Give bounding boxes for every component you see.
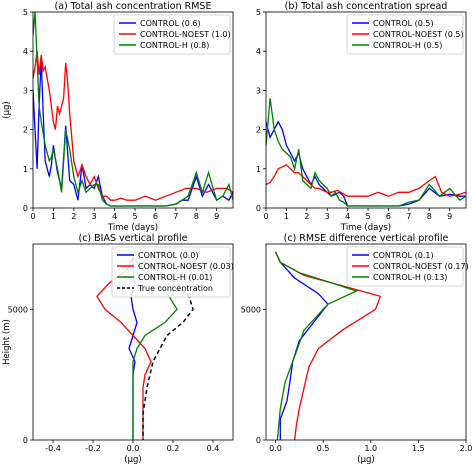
x-tick-label: 3 <box>325 212 330 221</box>
x-tick-label: 1.5 <box>412 444 425 453</box>
axes-frame <box>265 11 467 209</box>
x-axis-label: Time (days) <box>340 223 391 233</box>
y-tick-label: 5000 <box>241 305 261 314</box>
panel-title: (a) Total ash concentration RMSE <box>55 1 212 12</box>
x-tick-label: 4 <box>345 212 350 221</box>
y-axis-label: (μg) <box>2 101 12 118</box>
legend-box <box>346 246 464 287</box>
y-tick-label: 2 <box>256 126 261 135</box>
axes-frame <box>265 243 467 441</box>
x-tick-label: 1 <box>284 212 289 221</box>
legend-entry: CONTROL-NOEST (0.17) <box>373 262 469 271</box>
legend-box <box>113 14 231 55</box>
legend-entry: CONTROL-H (0.01) <box>138 273 212 282</box>
legend-box <box>111 246 231 298</box>
panel-a: 0 1 2 3 4 5 6 7 8 9 0 1 2 3 4 5 (a) Total ash concentrat… <box>2 1 234 233</box>
legend-entry: CONTROL (0.6) <box>140 19 201 28</box>
x-tick-label: 8 <box>194 212 199 221</box>
axes-frame <box>32 11 234 209</box>
series-line-control-h-0-5 <box>266 98 466 207</box>
legend-box <box>346 14 464 55</box>
y-tick-label: 4 <box>256 47 261 56</box>
y-tick-label: 5 <box>23 8 28 17</box>
x-tick-label: -0.2 <box>85 444 101 453</box>
y-tick-label: 3 <box>256 86 261 95</box>
x-tick-label: 9 <box>447 212 452 221</box>
x-tick-label: 6 <box>386 212 391 221</box>
x-tick-label: 0.0 <box>127 444 140 453</box>
x-tick-label: 2 <box>71 212 76 221</box>
x-tick-label: 0 <box>263 212 268 221</box>
y-tick-label: 2 <box>23 126 28 135</box>
x-axis-label: Time (days) <box>107 223 158 233</box>
legend-entry: CONTROL (0.5) <box>373 19 434 28</box>
series-line-control-noest-0-17 <box>274 251 382 440</box>
x-tick-label: 7 <box>173 212 178 221</box>
x-tick-label: 7 <box>406 212 411 221</box>
legend-entry: CONTROL-H (0.13) <box>373 273 447 282</box>
y-tick-label: 3 <box>23 86 28 95</box>
x-tick-label: 6 <box>153 212 158 221</box>
y-tick-label: 0 <box>256 204 261 213</box>
x-tick-label: 0.2 <box>167 444 180 453</box>
series-group <box>274 251 382 440</box>
panel-c: -0.4 -0.2 0.0 0.2 0.4 0 5000 (c) BIAS vertical … <box>2 233 234 465</box>
y-tick-label: 1 <box>256 165 261 174</box>
series-line-control-0-6 <box>33 58 233 207</box>
y-axis-label: Height (m) <box>2 319 12 365</box>
x-tick-label: 0.4 <box>207 444 220 453</box>
panel-b: 0 1 2 3 4 5 6 7 8 9 0 1 2 3 4 5 (b) Total ash concentrat… <box>256 1 467 233</box>
y-tick-label: 0 <box>23 436 28 445</box>
x-tick-label: 0.5 <box>317 444 330 453</box>
legend-entry: CONTROL (0.1) <box>373 251 434 260</box>
legend: CONTROL (0.0) CONTROL-NOEST (0.03) CONTROL… <box>111 246 234 298</box>
panel-title: (c) RMSE difference vertical profile <box>284 233 449 244</box>
x-tick-label: 9 <box>214 212 219 221</box>
panel-d: 0.0 0.5 1.0 1.5 2.0 0 5000 (c) RMSE difference … <box>241 233 473 465</box>
legend-entry: CONTROL-H (0.8) <box>140 41 209 50</box>
x-tick-label: -0.4 <box>45 444 61 453</box>
legend-entry: CONTROL-H (0.5) <box>373 41 442 50</box>
x-tick-label: 1.0 <box>364 444 377 453</box>
legend-entry: CONTROL-NOEST (1.0) <box>140 30 231 39</box>
series-line-control-h-0-13 <box>274 251 359 440</box>
y-tick-label: 0 <box>256 436 261 445</box>
series-group <box>266 98 466 207</box>
x-tick-label: 8 <box>427 212 432 221</box>
panel-title: (b) Total ash concentration spread <box>285 1 448 12</box>
x-tick-label: 2 <box>304 212 309 221</box>
legend-entry: CONTROL-NOEST (0.5) <box>373 30 464 39</box>
legend-entry: True concentration <box>137 284 213 293</box>
panel-title: (c) BIAS vertical profile <box>79 233 188 244</box>
legend: CONTROL (0.6) CONTROL-NOEST (1.0) CONTROL-… <box>113 14 231 55</box>
x-tick-label: 5 <box>365 212 370 221</box>
y-tick-label: 5 <box>256 8 261 17</box>
y-tick-label: 0 <box>23 204 28 213</box>
series-line-control-h-0-8 <box>33 12 233 207</box>
x-tick-label: 2.0 <box>460 444 473 453</box>
x-tick-label: 5 <box>132 212 137 221</box>
series-line-control-0-1 <box>274 251 329 440</box>
series-line-control-noest-0-03 <box>96 256 152 440</box>
series-group <box>33 12 233 207</box>
legend-entry: CONTROL-NOEST (0.03) <box>138 262 234 271</box>
x-axis-label: (μg) <box>357 455 374 465</box>
x-tick-label: 0 <box>30 212 35 221</box>
legend-entry: CONTROL (0.0) <box>138 251 199 260</box>
x-axis-label: (μg) <box>124 455 141 465</box>
series-line-control-noest-1-0 <box>33 51 233 201</box>
x-tick-label: 0.0 <box>269 444 282 453</box>
y-tick-label: 5000 <box>8 305 28 314</box>
legend: CONTROL (0.5) CONTROL-NOEST (0.5) CONTROL-… <box>346 14 464 55</box>
y-tick-label: 4 <box>23 47 28 56</box>
y-tick-label: 1 <box>23 165 28 174</box>
x-tick-label: 1 <box>51 212 56 221</box>
legend: CONTROL (0.1) CONTROL-NOEST (0.17) CONTROL… <box>346 246 469 287</box>
x-tick-label: 3 <box>92 212 97 221</box>
x-tick-label: 4 <box>112 212 117 221</box>
